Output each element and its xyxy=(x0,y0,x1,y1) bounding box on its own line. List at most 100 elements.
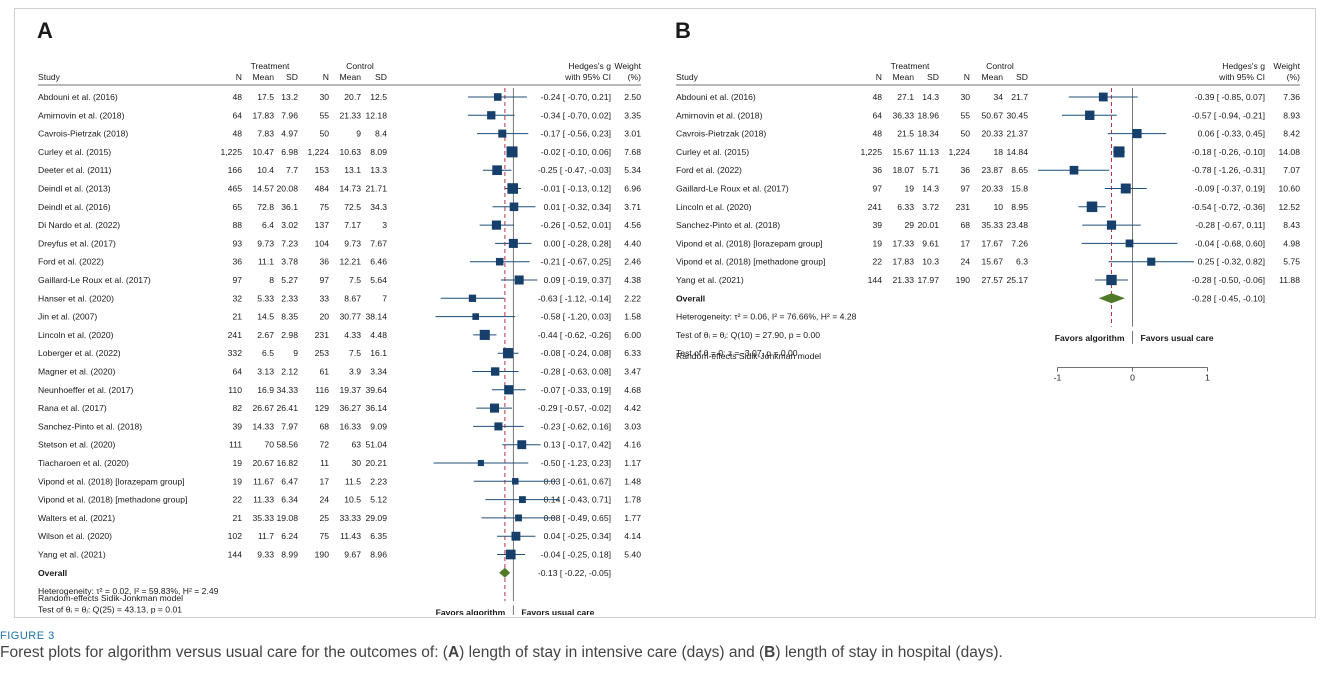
header-mean: Mean xyxy=(253,72,275,82)
header-control: Control xyxy=(986,61,1014,71)
control-mean: 10 xyxy=(993,202,1003,212)
control-n: 97 xyxy=(319,275,329,285)
treatment-sd: 6.98 xyxy=(281,147,298,157)
header-weight: Weight xyxy=(1273,61,1300,71)
treatment-mean: 10.4 xyxy=(257,165,274,175)
treatment-mean: 6.4 xyxy=(262,220,274,230)
treatment-mean: 21.33 xyxy=(892,275,914,285)
study-name: Curley et al. (2015) xyxy=(676,147,749,157)
effect-ci-label: -0.28 [ -0.50, -0.06] xyxy=(1192,275,1265,285)
treatment-n: 64 xyxy=(872,110,882,120)
control-n: 11 xyxy=(320,458,329,468)
treatment-sd: 8.99 xyxy=(281,550,298,560)
treatment-n: 1,225 xyxy=(220,147,242,157)
effect-marker xyxy=(1069,165,1079,175)
forest-plot-a: A Treatment Control Hedges's g Weight Study N M… xyxy=(37,18,642,615)
control-sd: 13.3 xyxy=(370,165,387,175)
effect-marker xyxy=(1120,183,1131,194)
study-name: Tiacharoen et al. (2020) xyxy=(38,458,129,468)
effect-ci-label: 0.03 [ -0.61, 0.67] xyxy=(544,476,611,486)
weight-label: 8.43 xyxy=(1283,220,1300,230)
weight-label: 4.14 xyxy=(624,531,641,541)
control-mean: 4.33 xyxy=(344,330,361,340)
control-mean: 20.33 xyxy=(981,129,1003,139)
control-sd: 34.3 xyxy=(370,202,387,212)
treatment-n: 102 xyxy=(228,531,243,541)
weight-label: 4.56 xyxy=(624,220,641,230)
study-name: Cavrois-Pietrzak (2018) xyxy=(676,129,766,139)
header-n: N xyxy=(876,72,882,82)
control-n: 484 xyxy=(315,184,330,194)
weight-label: 8.93 xyxy=(1283,110,1300,120)
control-mean: 14.73 xyxy=(339,184,361,194)
treatment-mean: 7.83 xyxy=(257,129,274,139)
control-mean: 8.67 xyxy=(344,293,361,303)
treatment-n: 39 xyxy=(232,421,242,431)
header-study: Study xyxy=(38,72,61,82)
effect-marker xyxy=(492,165,502,176)
treatment-n: 241 xyxy=(228,330,243,340)
effect-ci-label: 0.00 [ -0.28, 0.28] xyxy=(544,238,611,248)
caption-part: ) length of stay in hospital (days). xyxy=(775,644,1003,661)
control-sd: 12.5 xyxy=(370,92,387,102)
treatment-mean: 14.5 xyxy=(257,312,274,322)
treatment-mean: 36.33 xyxy=(892,110,914,120)
study-name: Ford et al. (2022) xyxy=(676,165,742,175)
control-mean: 11.5 xyxy=(345,476,361,486)
control-mean: 20.7 xyxy=(344,92,361,102)
effect-marker xyxy=(494,422,503,431)
control-sd: 21.7 xyxy=(1011,92,1028,102)
control-n: 75 xyxy=(319,531,329,541)
effect-ci-label: -0.02 [ -0.10, 0.06] xyxy=(541,147,611,157)
control-sd: 39.64 xyxy=(365,385,387,395)
effect-ci-label: -0.44 [ -0.62, -0.26] xyxy=(538,330,611,340)
weight-label: 4.98 xyxy=(1283,238,1300,248)
control-n: 30 xyxy=(319,92,329,102)
study-name: Di Nardo et al. (2022) xyxy=(38,220,120,230)
treatment-n: 97 xyxy=(232,275,242,285)
treatment-sd: 58.56 xyxy=(276,440,298,450)
control-sd: 21.37 xyxy=(1006,129,1028,139)
overall-label: Overall xyxy=(38,568,67,578)
effect-ci-label: -0.34 [ -0.70, 0.02] xyxy=(541,110,611,120)
control-mean: 50.67 xyxy=(981,110,1003,120)
header-n: N xyxy=(964,72,970,82)
study-name: Abdouni et al. (2016) xyxy=(38,92,118,102)
control-n: 231 xyxy=(956,202,971,212)
caption-panel-b: B xyxy=(764,644,776,661)
study-name: Deindl et al. (2013) xyxy=(38,184,111,194)
treatment-n: 32 xyxy=(232,293,242,303)
treatment-n: 332 xyxy=(228,348,243,358)
effect-marker xyxy=(1106,274,1117,286)
treatment-n: 19 xyxy=(872,238,882,248)
effect-ci-label: -0.26 [ -0.52, 0.01] xyxy=(541,220,611,230)
treatment-sd: 7.96 xyxy=(281,110,298,120)
effect-ci-label: -0.08 [ -0.24, 0.08] xyxy=(541,348,611,358)
effect-marker xyxy=(489,403,500,413)
weight-label: 3.47 xyxy=(624,367,641,377)
weight-label: 10.60 xyxy=(1278,184,1300,194)
treatment-sd: 3.02 xyxy=(281,220,298,230)
effect-ci-label: -0.63 [ -1.12, -0.14] xyxy=(538,293,611,303)
treatment-sd: 2.33 xyxy=(281,293,298,303)
control-n: 1,224 xyxy=(948,147,970,157)
study-name: Ford et al. (2022) xyxy=(38,257,104,267)
treatment-mean: 8 xyxy=(269,275,274,285)
weight-label: 7.07 xyxy=(1283,165,1300,175)
effect-ci-label: -0.28 [ -0.63, 0.08] xyxy=(541,367,611,377)
treatment-mean: 3.13 xyxy=(257,367,274,377)
study-name: Vipond et al. (2018) [lorazepam group] xyxy=(38,476,185,486)
control-mean: 72.5 xyxy=(344,202,361,212)
control-mean: 11.43 xyxy=(340,531,361,541)
header-mean: Mean xyxy=(340,72,362,82)
study-name: Stetson et al. (2020) xyxy=(38,440,116,450)
panel-letter: B xyxy=(675,18,691,43)
effect-ci-label: -0.58 [ -1.20, 0.03] xyxy=(541,312,611,322)
header-ci: with 95% CI xyxy=(1218,72,1265,82)
control-n: 253 xyxy=(315,348,330,358)
favors-right-label: Favors usual care xyxy=(521,607,594,615)
effect-marker xyxy=(1085,110,1095,120)
effect-marker xyxy=(507,183,518,194)
effect-marker xyxy=(515,514,522,522)
effect-marker xyxy=(505,549,516,560)
